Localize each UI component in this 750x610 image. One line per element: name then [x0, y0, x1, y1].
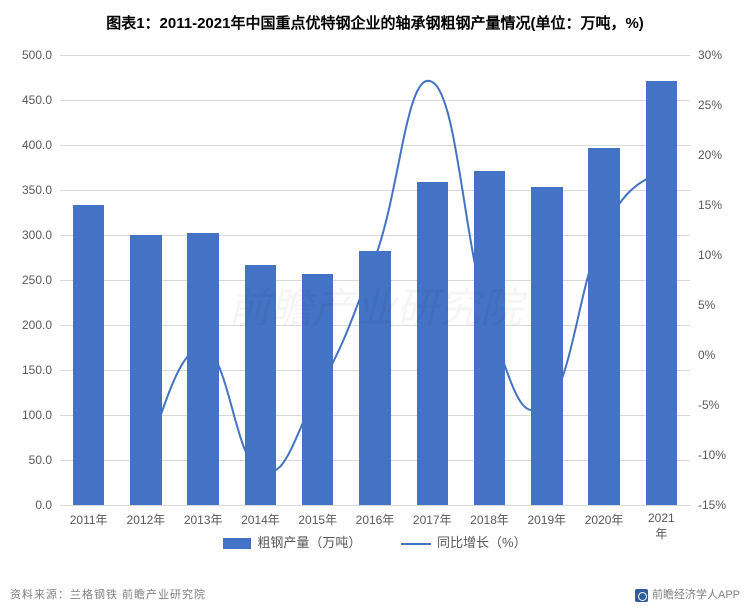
y2-tick-label: 20%	[698, 148, 722, 162]
y2-tick-label: 0%	[698, 348, 715, 362]
y1-tick-label: 200.0	[22, 318, 52, 332]
y2-tick-label: 15%	[698, 198, 722, 212]
legend-line-label: 同比增长（%）	[437, 535, 527, 550]
y1-tick-label: 400.0	[22, 138, 52, 152]
y2-tick-label: 30%	[698, 48, 722, 62]
chart-area: 0.050.0100.0150.0200.0250.0300.0350.0400…	[60, 55, 690, 505]
growth-line	[146, 81, 661, 473]
y1-tick-label: 500.0	[22, 48, 52, 62]
x-tick-label: 2019年	[527, 511, 566, 528]
y1-tick-label: 350.0	[22, 183, 52, 197]
x-tick-label: 2018年	[470, 511, 509, 528]
x-tick-label: 2015年	[298, 511, 337, 528]
grid-line	[60, 505, 690, 506]
legend-bar-label: 粗钢产量（万吨）	[257, 535, 361, 550]
legend-line-item: 同比增长（%）	[401, 532, 527, 551]
y2-tick-label: -5%	[698, 398, 719, 412]
y1-tick-label: 300.0	[22, 228, 52, 242]
y2-tick-label: 25%	[698, 98, 722, 112]
x-tick-label: 2017年	[413, 511, 452, 528]
y2-tick-label: -10%	[698, 448, 726, 462]
legend-line-swatch	[401, 543, 431, 545]
x-tick-label: 2020年	[585, 511, 624, 528]
x-tick-label: 2012年	[127, 511, 166, 528]
chart-title: 图表1：2011-2021年中国重点优特钢企业的轴承钢粗钢产量情况(单位：万吨，…	[0, 0, 750, 41]
y1-tick-label: 450.0	[22, 93, 52, 107]
y2-tick-label: 10%	[698, 248, 722, 262]
y1-tick-label: 50.0	[29, 453, 52, 467]
brand-label: 前瞻经济学人APP	[652, 589, 740, 601]
y2-tick-label: -15%	[698, 498, 726, 512]
x-tick-label: 2013年	[184, 511, 223, 528]
y2-tick-label: 5%	[698, 298, 715, 312]
y1-tick-label: 150.0	[22, 363, 52, 377]
y1-tick-label: 0.0	[35, 498, 52, 512]
y1-tick-label: 250.0	[22, 273, 52, 287]
x-tick-label: 2014年	[241, 511, 280, 528]
x-tick-label: 2011年	[70, 511, 108, 528]
line-series	[60, 55, 690, 505]
brand-text: 前瞻经济学人APP	[635, 586, 740, 602]
source-text: 资料来源：兰格钢铁 前瞻产业研究院	[10, 586, 206, 602]
brand-icon	[635, 589, 648, 602]
legend: 粗钢产量（万吨） 同比增长（%）	[0, 532, 750, 551]
y1-tick-label: 100.0	[22, 408, 52, 422]
legend-bar-item: 粗钢产量（万吨）	[223, 532, 361, 551]
legend-bar-swatch	[223, 538, 251, 549]
x-tick-label: 2016年	[356, 511, 395, 528]
